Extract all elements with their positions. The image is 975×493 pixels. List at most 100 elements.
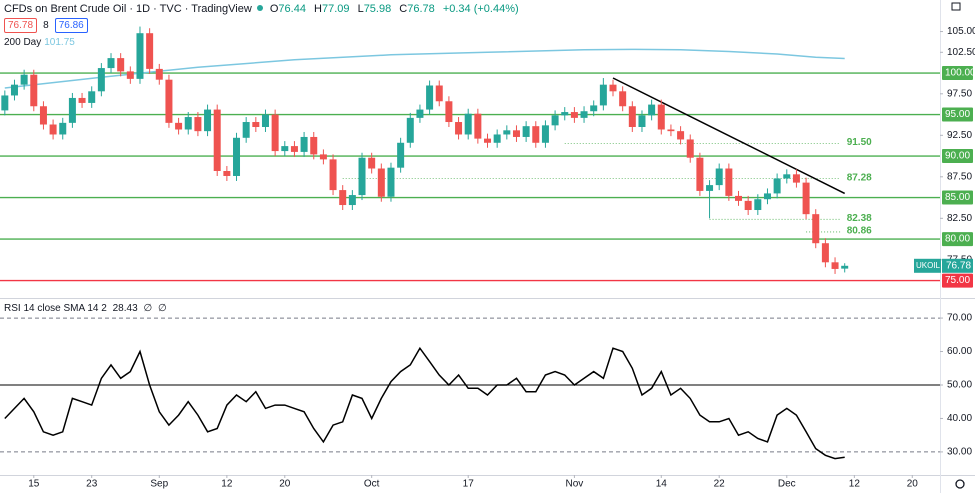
candle-body	[532, 126, 540, 143]
dotted-level-label: 82.38	[847, 213, 872, 224]
y-tick-label: 60.00	[947, 346, 972, 357]
symbol-label: UKOIL	[916, 261, 941, 270]
candle-body	[300, 136, 308, 152]
candle-body	[319, 154, 327, 160]
candle-body	[474, 113, 482, 139]
change: +0.34 (+0.44%)	[442, 3, 519, 15]
candle-body	[735, 195, 743, 201]
level-label: 80.00	[945, 234, 970, 245]
x-tick-label: 15	[28, 479, 40, 490]
candle-body	[416, 109, 424, 118]
symbol-title: CFDs on Brent Crude Oil · 1D · TVC · Tra…	[4, 3, 252, 15]
y-tick-label: 40.00	[947, 413, 972, 424]
candle-body	[754, 199, 762, 211]
candle-body	[204, 109, 212, 132]
x-tick-label: 14	[656, 479, 668, 490]
candle-body	[445, 101, 453, 123]
moving-average	[4, 48, 845, 89]
settings-icon[interactable]	[955, 479, 965, 489]
candle-body	[628, 106, 636, 128]
candle-body	[792, 174, 800, 183]
candle-body	[773, 178, 781, 194]
y-tick-label: 82.50	[947, 213, 972, 224]
candle-body	[686, 139, 694, 158]
candle-body	[377, 168, 385, 197]
y-tick-label: 102.50	[947, 47, 975, 58]
scale-icon[interactable]	[951, 2, 961, 11]
candle-body	[213, 109, 221, 171]
x-tick-label: 20	[907, 479, 919, 490]
candle-body	[20, 74, 28, 85]
candle-body	[812, 214, 820, 244]
candle-body	[802, 182, 810, 215]
candle-body	[667, 129, 675, 132]
candle-body	[49, 124, 57, 135]
candle-body	[464, 113, 472, 135]
candle-body	[580, 111, 588, 118]
candle-body	[271, 114, 279, 152]
y-tick-label: 92.50	[947, 130, 972, 141]
x-tick-label: 23	[86, 479, 98, 490]
candle-body	[117, 58, 125, 72]
dotted-level-label: 91.50	[847, 137, 872, 148]
candle-body	[455, 122, 463, 135]
header-line: CFDs on Brent Crude Oil · 1D · TVC · Tra…	[4, 3, 524, 15]
y-tick-label: 105.00	[947, 26, 975, 37]
candle-body	[744, 200, 752, 211]
gear[interactable]	[955, 479, 965, 489]
candle-body	[339, 190, 347, 206]
candle-body	[146, 33, 154, 69]
x-tick-label: 22	[714, 479, 726, 490]
candle-body	[715, 168, 723, 186]
candle-body	[348, 195, 356, 206]
candle-body	[97, 68, 105, 92]
candle-body	[1, 95, 9, 111]
level-box	[942, 107, 973, 122]
candle-body	[648, 104, 656, 116]
rsi-title: RSI 14 close SMA 14 2	[4, 303, 107, 314]
candle-body	[78, 97, 86, 103]
candle-body	[10, 84, 18, 96]
candle-body	[184, 117, 192, 130]
rsi-line	[4, 346, 845, 460]
candle-body	[725, 168, 733, 196]
dotted-level-label: 87.28	[847, 172, 872, 183]
candle-body	[561, 112, 569, 116]
bid-box[interactable]: 76.78	[4, 18, 38, 33]
ma-value: 101.75	[44, 37, 75, 48]
level-box	[942, 190, 973, 205]
x-tick-label: 17	[463, 479, 475, 490]
candle-body	[329, 159, 337, 191]
candle-body	[155, 68, 163, 80]
candle-body	[281, 146, 289, 152]
rsi-value: 28.43	[112, 303, 138, 314]
x-tick-label: 20	[279, 479, 291, 490]
quote-line: 76.78 8 76.86	[4, 18, 91, 33]
candle-body	[706, 185, 714, 191]
x-tick-label: Sep	[150, 479, 168, 490]
candle-body	[107, 58, 115, 69]
x-tick-label: Oct	[364, 479, 380, 490]
rsi-legend: RSI 14 close SMA 14 2 28.43 ∅ ∅	[4, 303, 170, 314]
level-box	[942, 273, 973, 288]
candle-body	[493, 134, 501, 143]
ask-box[interactable]: 76.86	[54, 18, 88, 33]
candle-body	[406, 117, 414, 143]
candle-body	[657, 104, 665, 130]
trendline	[612, 77, 846, 195]
candle-body	[638, 115, 646, 128]
candle-body	[126, 71, 134, 79]
status-dot	[256, 5, 263, 11]
y-tick-label: 50.00	[947, 380, 972, 391]
scale-icon-shape[interactable]	[951, 2, 961, 11]
candle-body	[609, 84, 617, 92]
spread: 8	[43, 20, 49, 31]
candle-body	[223, 170, 231, 176]
candle-body	[358, 157, 366, 196]
candle-body	[522, 126, 530, 137]
level-box	[942, 66, 973, 81]
candle-body	[619, 91, 627, 107]
candle-body	[194, 117, 202, 132]
ohlc-value: 76.78	[407, 3, 435, 15]
